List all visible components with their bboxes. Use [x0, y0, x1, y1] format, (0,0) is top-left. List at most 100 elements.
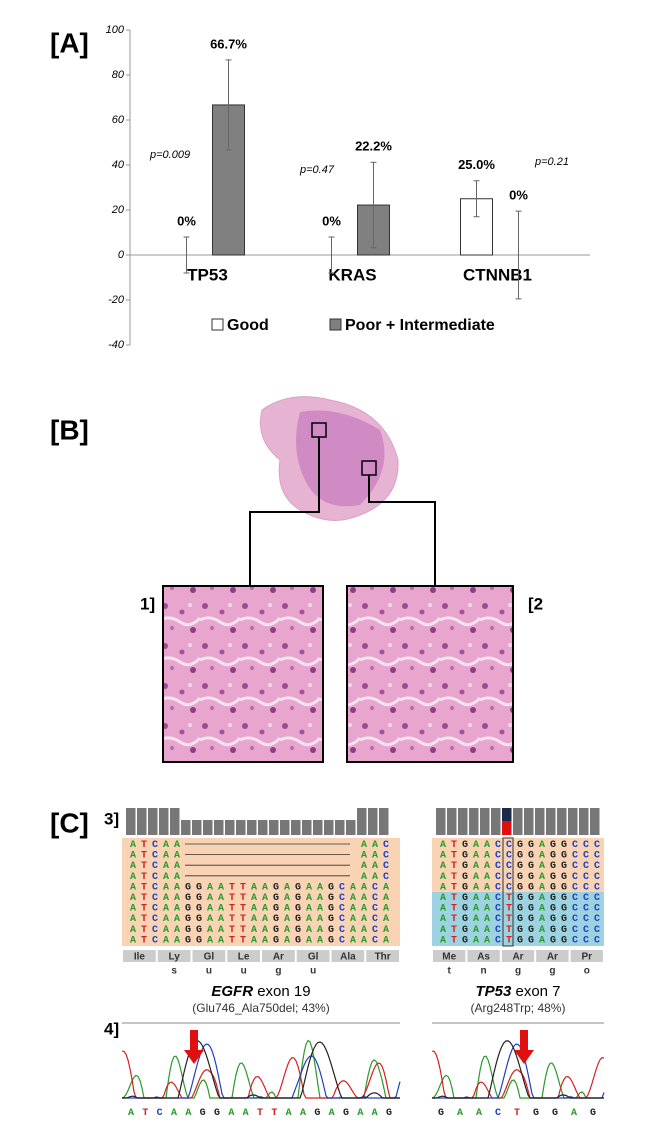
- row-label: 3]: [104, 809, 119, 828]
- amino-acid: g: [275, 966, 281, 977]
- gene-title: TP53 exon 7: [475, 983, 560, 1000]
- amino-acid: Gl: [308, 952, 319, 963]
- coverage-bar: [159, 808, 169, 835]
- value-label: 0%: [322, 213, 341, 228]
- amino-acid-box: [467, 950, 500, 962]
- amino-acid: As: [477, 952, 490, 963]
- amino-acid-box: [157, 950, 191, 962]
- panel-label: [A]: [50, 27, 89, 58]
- y-tick-label: -20: [108, 294, 125, 306]
- coverage-bar: [524, 808, 534, 835]
- image-label: 1]: [140, 594, 155, 613]
- coverage-bar: [458, 808, 468, 835]
- amino-acid: u: [206, 966, 212, 977]
- x-tick-label: TP53: [187, 265, 228, 284]
- coverage-bar: [357, 808, 367, 835]
- coverage-bar: [181, 820, 191, 835]
- y-tick-label: -40: [108, 339, 125, 351]
- coverage-bar: [280, 820, 290, 835]
- legend-label: Good: [227, 317, 269, 334]
- amino-acid: Gl: [204, 952, 215, 963]
- coverage-bar: [324, 820, 334, 835]
- exon-name: exon 7: [515, 983, 560, 1000]
- amino-acid: o: [584, 966, 590, 977]
- connector: [368, 475, 436, 585]
- x-tick-label: CTNNB1: [463, 265, 532, 284]
- amino-acid-box: [262, 950, 295, 962]
- coverage-bar: [291, 820, 301, 835]
- mutation-note: (Arg248Trp; 48%): [471, 1001, 566, 1015]
- amino-acid: u: [310, 966, 316, 977]
- coverage-mut: [502, 808, 512, 821]
- coverage-bar: [302, 820, 312, 835]
- amino-acid: Me: [442, 952, 456, 963]
- p-value: p=0.47: [299, 164, 335, 176]
- amino-acid: Ala: [340, 952, 356, 963]
- histology-image: [346, 585, 514, 763]
- amino-acid: s: [171, 966, 177, 977]
- trace: [122, 1040, 400, 1099]
- amino-acid-box: [123, 950, 156, 962]
- coverage-bar: [436, 808, 446, 835]
- panel-label: [C]: [50, 807, 89, 838]
- trace: [122, 1043, 401, 1099]
- mutation-arrow: [184, 1030, 204, 1064]
- value-label: 66.7%: [210, 36, 247, 51]
- coverage-bar: [491, 808, 501, 835]
- panel-a: [A] -40 -20 0 20 40 60 80 100 TP53 0% 66.7% KRAS 0% 2…: [50, 24, 590, 351]
- row-label: 4]: [104, 1019, 119, 1038]
- coverage-bar: [480, 808, 490, 835]
- coverage-bar: [126, 808, 136, 835]
- amino-acid: t: [448, 966, 452, 977]
- coverage-bar: [269, 820, 279, 835]
- coverage-bar: [225, 820, 235, 835]
- amino-acid: Le: [238, 952, 250, 963]
- amino-acid-box: [296, 950, 330, 962]
- x-tick-label: KRAS: [328, 265, 376, 284]
- value-label: 22.2%: [355, 139, 392, 154]
- coverage-bar: [447, 808, 457, 835]
- gene-name: TP53: [475, 983, 512, 1000]
- amino-acid-box: [570, 950, 603, 962]
- y-tick-label: 80: [112, 69, 125, 81]
- coverage-bar: [379, 808, 389, 835]
- coverage-bar: [346, 820, 356, 835]
- coverage-bar: [258, 820, 268, 835]
- amino-acid: Thr: [375, 952, 391, 963]
- amino-acid: g: [515, 966, 521, 977]
- sequence-bg: [432, 838, 604, 892]
- coverage-bar: [148, 808, 158, 835]
- amino-acid-box: [501, 950, 535, 962]
- legend-label: Poor + Intermediate: [345, 317, 495, 334]
- y-tick-label: 20: [111, 204, 125, 216]
- histology-image: [162, 585, 324, 763]
- image-label: [2: [528, 594, 543, 613]
- bar: [460, 198, 493, 256]
- legend-swatch: [211, 318, 224, 331]
- amino-acid: n: [481, 966, 487, 977]
- coverage-bar: [368, 808, 378, 835]
- value-label: 0%: [509, 188, 528, 203]
- amino-acid: Ly: [168, 952, 180, 963]
- trace: [432, 1040, 604, 1099]
- trace: [121, 1039, 400, 1099]
- connector: [249, 437, 320, 585]
- coverage-bar: [535, 808, 545, 835]
- amino-acid: Pr: [582, 952, 593, 963]
- coverage-bar: [469, 808, 479, 835]
- coverage-bar: [137, 808, 147, 835]
- coverage-bar: [546, 808, 556, 835]
- coverage-bar: [590, 808, 600, 835]
